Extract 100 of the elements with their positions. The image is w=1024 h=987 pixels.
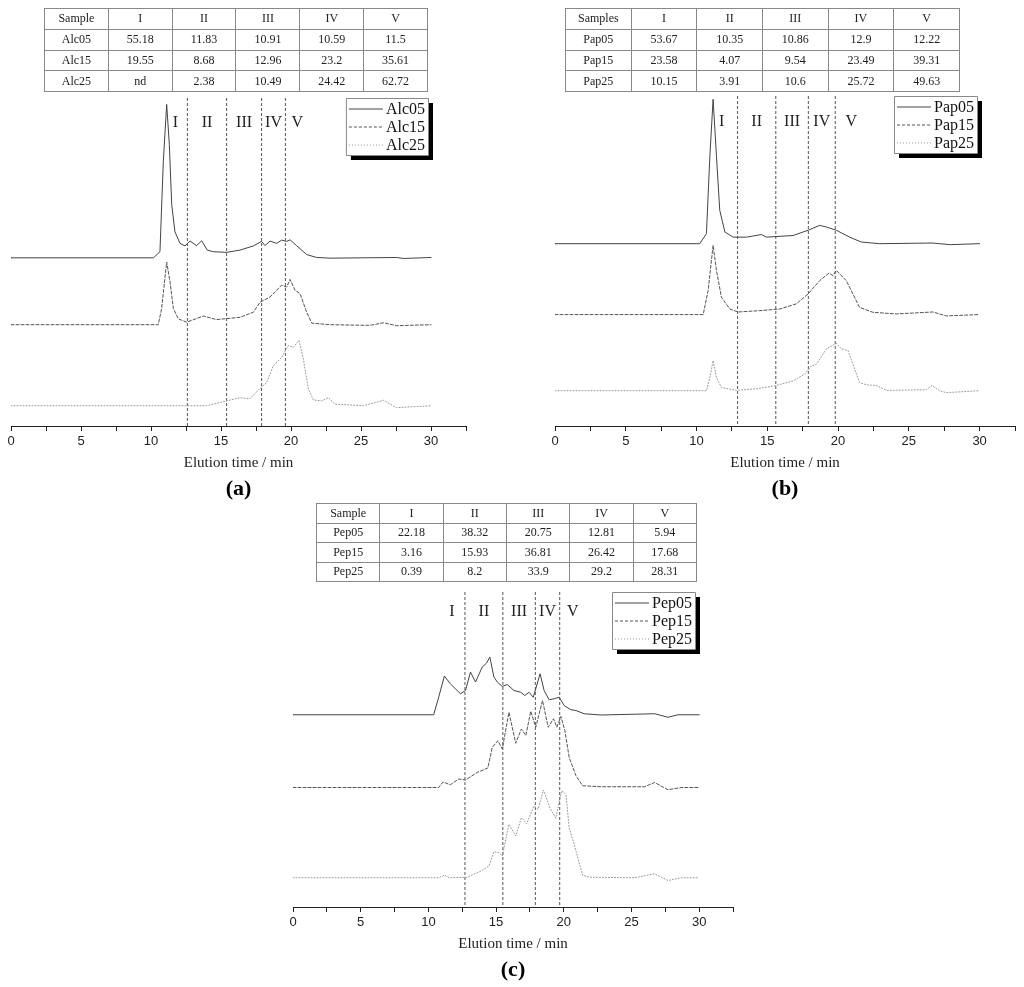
- x-tick-label: 20: [830, 433, 846, 449]
- annotation: I: [718, 112, 725, 130]
- data-label: 12.9: [828, 29, 894, 50]
- x-tick-label: 20: [556, 914, 571, 930]
- x-tick-label: 0: [7, 433, 15, 449]
- data-label: 5.94: [633, 523, 697, 543]
- category-label: IV: [569, 503, 634, 523]
- data-label: 15.93: [443, 542, 507, 562]
- text: IV: [539, 602, 557, 620]
- category-label: V: [363, 8, 428, 30]
- x-tick-label: 30: [423, 433, 439, 449]
- x-tick-label: 5: [77, 433, 85, 449]
- data-label: 9.54: [762, 50, 829, 71]
- data-label: 2.38: [172, 70, 236, 92]
- category-label: I: [379, 503, 444, 523]
- category-label: V: [893, 8, 960, 30]
- data-label: 10.49: [235, 70, 300, 92]
- category-label: II: [443, 503, 507, 523]
- text: Samples: [565, 8, 632, 30]
- data-label: 10.35: [696, 29, 763, 50]
- text: V: [566, 602, 579, 620]
- data-label: nd: [108, 70, 173, 92]
- annotation: II: [201, 113, 213, 131]
- text: Pap05: [565, 29, 632, 50]
- legend-label: Pap25: [934, 134, 974, 153]
- data-label: 23.49: [828, 50, 894, 71]
- x-tick-label: 15: [488, 914, 504, 930]
- category-label: III: [762, 8, 829, 30]
- legend-label: Pep05: [652, 594, 692, 613]
- x-tick-label: 0: [551, 433, 559, 449]
- x-axis-title: Elution time / min: [458, 934, 569, 951]
- x-tick-label: 30: [972, 433, 987, 449]
- text: Pap25: [565, 70, 632, 92]
- legend-label: Pep15: [652, 612, 692, 631]
- data-label: 25.72: [828, 70, 894, 92]
- category-label: I: [631, 8, 697, 30]
- category-label: IV: [828, 8, 894, 30]
- data-label: 39.31: [893, 50, 960, 71]
- legend-label: Alc05: [385, 100, 426, 118]
- data-label: 26.42: [569, 542, 634, 562]
- data-label: 22.18: [379, 523, 444, 543]
- text: I: [449, 602, 455, 620]
- x-tick-label: 10: [143, 433, 159, 449]
- x-tick-label: 10: [421, 914, 436, 930]
- data-label: 10.6: [762, 70, 829, 92]
- x-tick-label: 25: [353, 433, 369, 449]
- text: (a): [225, 475, 252, 501]
- data-label: 36.81: [506, 542, 570, 562]
- annotation: V: [291, 113, 304, 131]
- x-tick-label: 15: [213, 433, 229, 449]
- data-label: 49.63: [893, 70, 960, 92]
- data-label: 10.91: [235, 29, 300, 50]
- annotation: IV: [813, 112, 831, 130]
- category-label: II: [172, 8, 236, 30]
- data-label: 12.81: [569, 523, 634, 543]
- legend-label: Pep25: [652, 630, 692, 649]
- data-label: 11.5: [363, 29, 428, 50]
- data-label: 8.2: [443, 562, 507, 582]
- data-label: 11.83: [172, 29, 236, 50]
- x-axis-title: Elution time / min: [183, 453, 294, 470]
- legend-label: Alc15: [385, 118, 426, 136]
- data-label: 35.61: [363, 50, 428, 71]
- data-label: 0.39: [379, 562, 444, 582]
- category-label: III: [235, 8, 300, 30]
- text: (b): [771, 475, 799, 501]
- text: Pep15: [316, 542, 380, 562]
- category-label: IV: [299, 8, 364, 30]
- category-label: II: [696, 8, 763, 30]
- x-tick-label: 25: [901, 433, 917, 449]
- text: Alc05: [44, 29, 109, 50]
- text: II: [478, 602, 490, 620]
- data-label: 12.22: [893, 29, 960, 50]
- text: III: [511, 602, 528, 620]
- x-axis-title: Elution time / min: [730, 453, 841, 470]
- data-label: 10.15: [631, 70, 697, 92]
- x-tick-label: 5: [357, 914, 365, 930]
- text: Alc15: [44, 50, 109, 71]
- data-label: 3.16: [379, 542, 444, 562]
- data-label: 62.72: [363, 70, 428, 92]
- data-label: 3.91: [696, 70, 763, 92]
- annotation: II: [751, 112, 763, 130]
- legend-label: Alc25: [385, 136, 426, 154]
- text: Sample: [44, 8, 109, 30]
- category-label: III: [506, 503, 570, 523]
- x-tick-label: 0: [289, 914, 297, 930]
- x-tick-label: 10: [689, 433, 704, 449]
- annotation: III: [784, 112, 801, 130]
- x-tick-label: 25: [624, 914, 639, 930]
- x-tick-label: 5: [622, 433, 630, 449]
- text: Sample: [316, 503, 380, 523]
- data-label: 10.59: [299, 29, 364, 50]
- data-label: 12.96: [235, 50, 300, 71]
- data-label: 19.55: [108, 50, 173, 71]
- legend-label: Pap05: [934, 98, 974, 117]
- x-tick-label: 20: [283, 433, 299, 449]
- annotation: V: [845, 112, 858, 130]
- data-label: 55.18: [108, 29, 173, 50]
- data-label: 8.68: [172, 50, 236, 71]
- data-label: 29.2: [569, 562, 634, 582]
- data-label: 38.32: [443, 523, 507, 543]
